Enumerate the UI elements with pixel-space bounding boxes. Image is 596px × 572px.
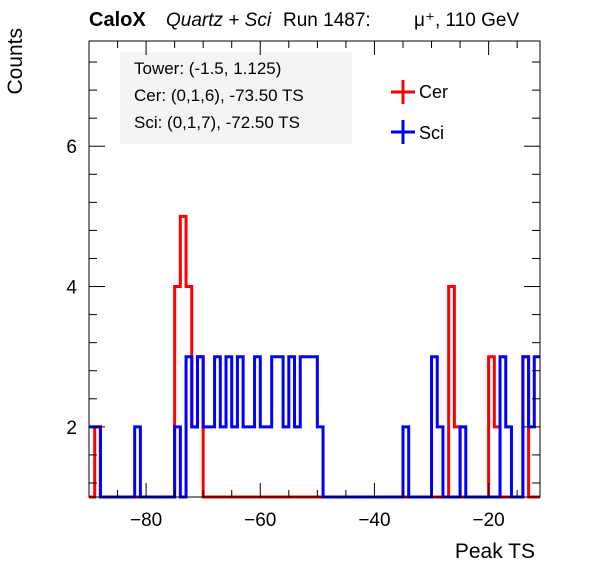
header-brand: CaloX	[89, 9, 146, 31]
legend-cer-label: Cer	[419, 82, 448, 102]
header-particle: μ⁺, 110 GeV	[414, 10, 519, 31]
legend-sci: Sci	[391, 120, 444, 144]
x-axis-title: Peak TS	[455, 540, 535, 563]
legend: Cer Sci	[391, 80, 448, 144]
tick-label-layer: −80 −60 −40 −20 2 4 6	[66, 137, 504, 531]
y-tick-label: 4	[66, 278, 77, 299]
info-cer: Cer: (0,1,6), -73.50 TS	[134, 86, 304, 105]
x-tick-label: −20	[473, 510, 505, 531]
x-tick-label: −40	[358, 510, 390, 531]
info-box	[120, 52, 352, 144]
info-tower: Tower: (-1.5, 1.125)	[134, 59, 281, 78]
plot-frame	[88, 40, 541, 498]
legend-sci-label: Sci	[419, 123, 444, 143]
legend-cer: Cer	[391, 80, 448, 104]
y-tick-label: 6	[66, 137, 77, 158]
info-sci: Sci: (0,1,7), -72.50 TS	[134, 113, 300, 132]
axis-layer	[88, 40, 541, 498]
series-line-sci	[89, 355, 540, 499]
x-tick-label: −80	[130, 510, 162, 531]
header-subtitle: Quartz + Sci	[166, 10, 272, 31]
y-tick-label: 2	[66, 418, 77, 439]
header-run: Run 1487:	[283, 10, 371, 31]
x-tick-label: −60	[244, 510, 276, 531]
y-axis-title: Counts	[4, 28, 27, 95]
